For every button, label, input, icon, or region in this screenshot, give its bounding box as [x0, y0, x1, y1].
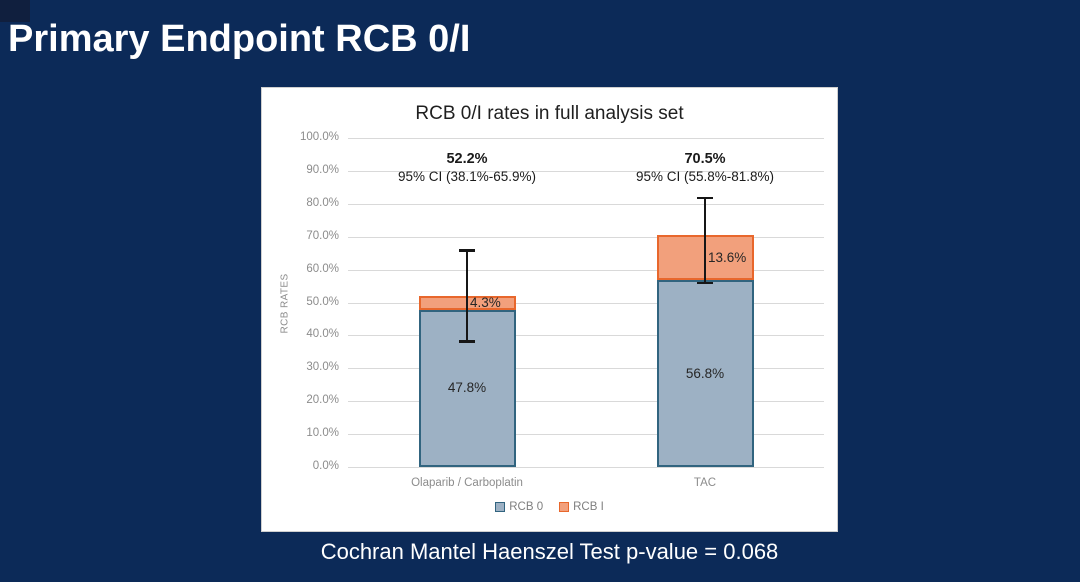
y-tick-label: 60.0%: [306, 262, 339, 275]
bar-value-label-rcb1: 4.3%: [470, 294, 501, 310]
x-category-label: Olaparib / Carboplatin: [411, 477, 523, 489]
bar-segment-rcb0: [656, 280, 754, 467]
corner-accent: [0, 0, 30, 22]
gridline: [348, 335, 824, 337]
y-tick-label: 20.0%: [306, 394, 339, 407]
total-annotation: 52.2% 95% CI (38.1%-65.9%): [347, 150, 587, 186]
chart-title: RCB 0/I rates in full analysis set: [415, 103, 684, 124]
error-bar-cap-top: [459, 249, 475, 252]
error-bar-line: [704, 197, 706, 284]
gridline: [348, 138, 824, 139]
x-category-label: TAC: [693, 477, 717, 489]
slide-title: Primary Endpoint RCB 0/I: [8, 18, 471, 60]
total-percent-label: 70.5%: [684, 151, 726, 167]
y-tick-label: 30.0%: [306, 361, 339, 374]
gridline: [348, 467, 824, 468]
confidence-interval-label: 95% CI (55.8%-81.8%): [635, 169, 775, 184]
legend: RCB 0 RCB I: [262, 501, 837, 513]
y-tick-label: 90.0%: [306, 163, 339, 176]
total-annotation: 70.5% 95% CI (55.8%-81.8%): [585, 150, 825, 186]
gridline: [348, 170, 824, 172]
gridline: [348, 434, 824, 436]
gridline: [348, 269, 824, 271]
legend-item: RCB 0: [495, 501, 543, 513]
bar-value-label-rcb0: 56.8%: [685, 365, 725, 381]
legend-label: RCB 0: [509, 501, 544, 513]
gridline: [348, 203, 824, 205]
bar-value-label-rcb0: 47.8%: [447, 380, 487, 396]
error-bar-cap-bottom: [459, 340, 475, 343]
legend-swatch-icon: [495, 502, 506, 512]
chart-panel: RCB 0/I rates in full analysis set RCB R…: [261, 87, 838, 532]
y-tick-label: 70.0%: [306, 229, 339, 242]
error-bar-cap-top: [697, 196, 713, 200]
gridline: [348, 401, 824, 403]
bar-value-label-rcb1: 13.6%: [708, 249, 747, 265]
error-bar-line: [466, 250, 468, 342]
y-tick-label: 50.0%: [306, 295, 339, 308]
p-value-caption: Cochran Mantel Haenszel Test p-value = 0…: [320, 539, 779, 564]
gridline: [348, 236, 824, 238]
legend-label: RCB I: [573, 501, 604, 513]
y-tick-label: 40.0%: [306, 328, 339, 341]
legend-swatch-icon: [559, 502, 570, 512]
total-percent-label: 52.2%: [446, 151, 488, 167]
legend-item: RCB I: [559, 501, 604, 513]
gridline: [348, 302, 824, 304]
y-tick-label: 0.0%: [312, 460, 339, 472]
y-tick-label: 80.0%: [306, 196, 339, 209]
y-tick-label: 100.0%: [299, 131, 339, 143]
confidence-interval-label: 95% CI (38.1%-65.9%): [397, 169, 537, 184]
y-tick-label: 10.0%: [306, 427, 339, 440]
gridline: [348, 368, 824, 370]
error-bar-cap-bottom: [697, 281, 713, 285]
